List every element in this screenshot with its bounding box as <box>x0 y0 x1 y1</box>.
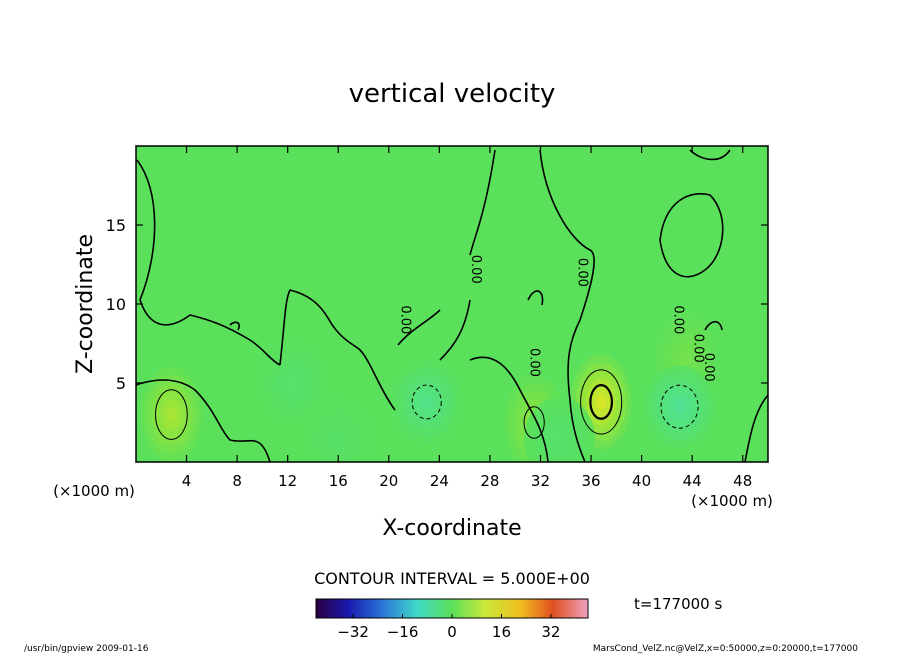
y-axis: 5 10 15 <box>106 216 768 393</box>
colorbar-ticks: −32 −16 0 16 32 <box>337 614 560 641</box>
footer-right: MarsCond_VelZ.nc@VelZ,x=0:50000,z=0:2000… <box>593 644 858 654</box>
zero-contour-line <box>397 309 441 346</box>
updraft-contour <box>580 369 623 435</box>
contour-label: 0.00 <box>691 334 706 363</box>
x-tick-label: 4 <box>182 472 192 490</box>
x-tick-label: 24 <box>430 472 449 490</box>
zero-contour-line <box>744 394 768 462</box>
zero-contour-line <box>229 321 240 331</box>
y-tick-label: 10 <box>106 295 126 314</box>
zero-contour-line <box>469 356 549 462</box>
contour-label: 0.00 <box>397 305 412 334</box>
zero-contour-line <box>659 193 724 278</box>
updraft-cell <box>596 394 607 410</box>
zero-contour-line <box>439 299 471 361</box>
zero-contour-line <box>527 290 544 306</box>
x-tick-label: 28 <box>480 472 499 490</box>
zero-contour-line <box>469 149 496 256</box>
zero-contour-line <box>136 159 281 366</box>
y-tick-label: 5 <box>116 374 126 393</box>
downdraft-cell <box>553 431 566 446</box>
downdraft-cell <box>288 376 300 390</box>
footer-left: /usr/bin/gpview 2009-01-16 <box>24 644 149 654</box>
x-tick-label: 44 <box>683 472 702 490</box>
downdraft-cell <box>673 399 686 414</box>
downdraft-contour <box>660 384 699 429</box>
colorbar-tick-label: −16 <box>387 623 419 641</box>
contour-label: 0.00 <box>701 353 716 382</box>
chart-title: vertical velocity <box>349 79 556 109</box>
colorbar-tick-label: 32 <box>541 623 560 641</box>
y-axis-label: Z-coordinate <box>73 234 98 374</box>
contour-label: 0.00 <box>574 258 589 287</box>
downdraft-contours <box>411 384 699 429</box>
x-tick-label: 8 <box>232 472 242 490</box>
y-tick-label: 15 <box>106 216 126 235</box>
colorbar-tick-label: 0 <box>447 623 457 641</box>
zero-contour-line <box>279 289 396 411</box>
zero-contour-line <box>136 379 271 462</box>
zero-contour-line <box>704 320 723 331</box>
zero-contour-line <box>689 149 731 161</box>
velocity-field <box>141 311 717 462</box>
x-axis: 4 8 12 16 20 24 28 32 36 40 44 48 <box>182 146 752 490</box>
time-label: t=177000 s <box>634 595 722 613</box>
updraft-contour <box>155 389 188 440</box>
plot-area <box>136 146 768 462</box>
updraft-cell <box>680 351 691 368</box>
updraft-contour <box>589 384 614 420</box>
updraft-contours <box>155 369 623 440</box>
x-tick-label: 12 <box>278 472 297 490</box>
contour-label: 0.00 <box>526 348 541 377</box>
x-axis-label: X-coordinate <box>382 516 521 541</box>
colorbar-tick-label: 16 <box>492 623 511 641</box>
x-unit-right: (×1000 m) <box>691 492 773 510</box>
contour-labels: 0.00 0.000.000.000.000.000.00 <box>397 255 715 382</box>
downdraft-contour <box>411 384 442 420</box>
contour-interval-label: CONTOUR INTERVAL = 5.000E+00 <box>314 569 590 588</box>
updraft-contour <box>523 406 545 439</box>
updraft-cell <box>166 406 177 423</box>
downdraft-cell <box>420 395 433 409</box>
x-tick-label: 16 <box>329 472 348 490</box>
contour-label: 0.00 <box>468 255 483 284</box>
x-unit-left: (×1000 m) <box>53 482 135 500</box>
x-tick-label: 40 <box>632 472 651 490</box>
x-tick-label: 32 <box>531 472 550 490</box>
zero-contour-lines <box>136 149 768 462</box>
x-tick-label: 20 <box>379 472 398 490</box>
zero-contour-line <box>539 149 595 462</box>
x-tick-label: 48 <box>733 472 752 490</box>
contour-label: 0.00 <box>670 305 685 334</box>
downdraft-cell <box>332 431 345 446</box>
x-tick-label: 36 <box>581 472 600 490</box>
colorbar-tick-label: −32 <box>337 623 369 641</box>
